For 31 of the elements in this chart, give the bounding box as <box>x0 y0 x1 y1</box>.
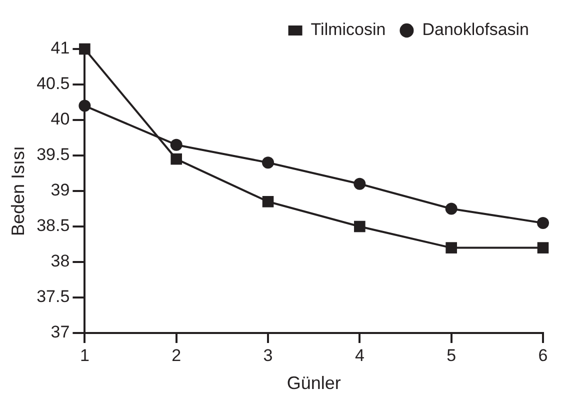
y-tick-label: 41 <box>50 38 70 58</box>
y-tick-label: 37 <box>50 322 70 342</box>
legend-label: Danoklofsasin <box>422 20 529 40</box>
y-tick-label: 40 <box>50 110 70 129</box>
x-tick-label: 6 <box>538 346 548 365</box>
x-tick-label: 3 <box>263 346 273 365</box>
x-axis-title: Günler <box>286 373 341 394</box>
point <box>78 100 91 112</box>
x-tick-label: 2 <box>172 346 182 365</box>
y-tick-label: 38.5 <box>36 216 70 236</box>
point <box>170 153 182 165</box>
y-axis-title: Beden Isısı <box>8 146 28 236</box>
point <box>445 202 458 215</box>
point <box>79 43 90 55</box>
y-tick-label: 38 <box>50 252 70 271</box>
x-tick-label: 4 <box>354 346 364 365</box>
point <box>262 196 274 208</box>
point <box>170 138 182 151</box>
point <box>354 178 366 190</box>
x-tick-label: 5 <box>446 346 456 365</box>
legend-label: Tilmicosin <box>310 20 386 40</box>
y-tick-label: 37.5 <box>36 287 70 306</box>
x-tick-label: 1 <box>80 346 90 365</box>
y-tick-label: 40.5 <box>36 74 70 94</box>
y-tick-label: 39 <box>50 180 70 200</box>
y-tick-label: 39.5 <box>36 145 70 164</box>
point <box>537 216 549 229</box>
point <box>354 220 366 232</box>
point <box>446 242 457 254</box>
point <box>537 242 549 254</box>
point <box>262 156 274 169</box>
